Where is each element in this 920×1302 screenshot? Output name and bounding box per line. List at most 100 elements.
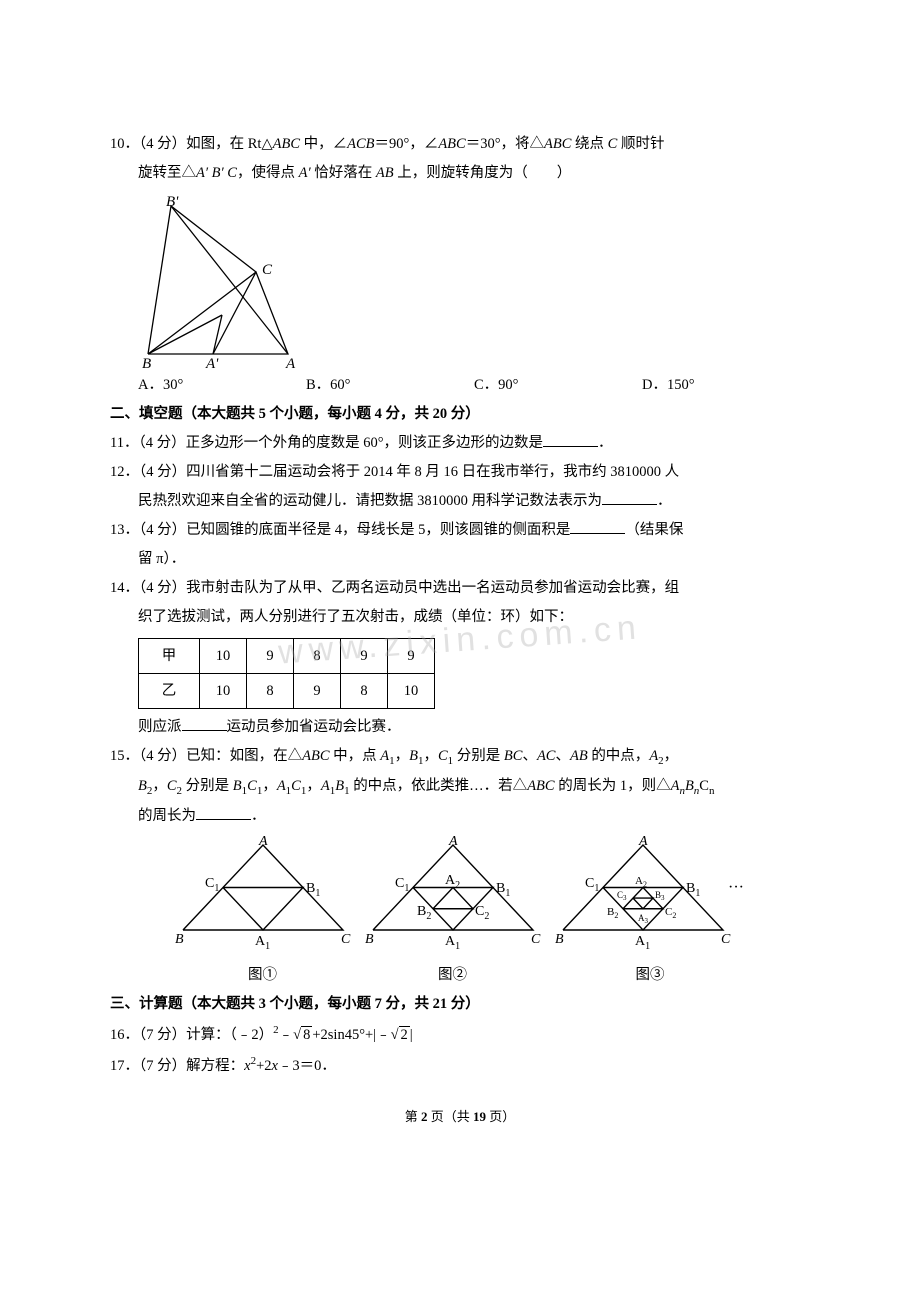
q17: 17．（7 分）解方程：x2+2x﹣3＝0． (110, 1050, 810, 1081)
q14-textd: 运动员参加省运动会比赛． (227, 719, 401, 735)
section3-title: 三、计算题（本大题共 3 个小题，每小题 7 分，共 21 分） (110, 990, 810, 1019)
q14-table: 甲 10 9 8 9 9 乙 10 8 9 8 10 (138, 638, 435, 709)
q15-A1: A (380, 748, 389, 764)
q10-fig-A: A (285, 356, 296, 369)
q16-sqrt8: 8 (301, 1026, 312, 1043)
q15-c1: ， (395, 748, 410, 764)
q12-line1: 12．（4 分）四川省第十二届运动会将于 2014 年 8 月 16 日在我市举… (110, 458, 810, 487)
svg-text:C: C (721, 932, 731, 947)
q16-sqrt2: 2 (399, 1026, 410, 1043)
q13-blank[interactable] (570, 517, 625, 534)
q15-fig1-label: 图① (173, 961, 353, 990)
q16-c: +2sin45°+|﹣ (312, 1027, 390, 1043)
footer-c: 页（共 (427, 1109, 473, 1124)
q15-b: 中，点 (330, 748, 381, 764)
q15-l2d: 的中点，依此类推…．若△ (350, 778, 528, 794)
q15-fig2: A B C C1 B1 A1 A2 B2 C2 (363, 835, 543, 950)
q10-text-c: 绕点 (571, 136, 607, 152)
tbl-r0c4: 9 (341, 639, 388, 674)
q15-Bn: B (685, 778, 694, 794)
tbl-r0c3: 8 (294, 639, 341, 674)
svg-text:C1: C1 (205, 876, 219, 894)
q15-A1C1a: A (277, 778, 286, 794)
q10-text-a: 10．（4 分）如图，在 Rt△ (110, 136, 273, 152)
q12-blank[interactable] (602, 488, 657, 505)
q13-texta: 13．（4 分）已知圆锥的底面半径是 4，母线长是 5，则该圆锥的侧面积是 (110, 522, 570, 538)
svg-text:A: A (448, 835, 458, 849)
q15-C2: C (167, 778, 177, 794)
q14-textc: 则应派 (138, 719, 182, 735)
q15-A1B1a: A (321, 778, 330, 794)
q17-a: 17．（7 分）解方程： (110, 1057, 244, 1073)
q15-fig3: A B C C1 B1 A1 A2 B2 C2 C3 B3 A3 ··· (553, 835, 748, 950)
svg-text:C2: C2 (475, 904, 489, 922)
q15-B1C1a: B (233, 778, 242, 794)
q10-options: A．30° B．60° C．90° D．150° (138, 371, 810, 400)
q15-c2: ， (423, 748, 438, 764)
q10-AB: AB (376, 165, 394, 181)
q13-line2: 留 π）． (138, 545, 810, 574)
svg-text:B2: B2 (607, 906, 618, 920)
svg-text:···: ··· (728, 879, 744, 896)
q11-blank[interactable] (543, 430, 598, 447)
q10-l2a: 旋转至△ (138, 165, 196, 181)
q10-Ap: A′ B′ C (196, 165, 237, 181)
tbl-r0c0: 甲 (139, 639, 200, 674)
q10-stem: 10．（4 分）如图，在 Rt△ABC 中，∠ACB＝90°，∠ABC＝30°，… (110, 130, 810, 159)
q15-ABC: ABC (302, 748, 329, 764)
q11-text: 11．（4 分）正多边形一个外角的度数是 60°，则该正多边形的边数是 (110, 435, 543, 451)
q15-tail: ． (251, 808, 266, 824)
q15-A1B1b: B (335, 778, 344, 794)
svg-text:A1: A1 (255, 934, 270, 950)
q10-fig-C: C (262, 262, 273, 278)
q10-stem-line2: 旋转至△A′ B′ C，使得点 A′ 恰好落在 AB 上，则旋转角度为（ ） (138, 159, 810, 188)
q14-line3: 则应派 运动员参加省运动会比赛． (138, 713, 810, 742)
svg-text:C1: C1 (585, 876, 599, 894)
q10-optC: C．90° (474, 371, 642, 400)
q15-figures: A B C C1 B1 A1 图① A B (110, 835, 810, 990)
q10-optD: D．150° (642, 371, 810, 400)
q10-text-b: 中，∠ (300, 136, 347, 152)
svg-text:B1: B1 (686, 881, 700, 899)
svg-text:C: C (531, 932, 541, 947)
q15-A2s: 2 (658, 755, 664, 767)
q15-AC: AC (537, 748, 556, 764)
q15-c: 分别是 (453, 748, 504, 764)
svg-text:B: B (555, 932, 564, 947)
q15-C1: C (438, 748, 448, 764)
footer-a: 第 (405, 1109, 421, 1124)
section2-title: 二、填空题（本大题共 5 个小题，每小题 4 分，共 20 分） (110, 400, 810, 429)
svg-text:B1: B1 (496, 881, 510, 899)
tbl-r0c1: 10 (200, 639, 247, 674)
q15-a: 15．（4 分）已知：如图，在△ (110, 748, 302, 764)
svg-text:A: A (258, 835, 268, 849)
q15-line3: 的周长为． (138, 802, 810, 831)
svg-text:A1: A1 (635, 934, 650, 950)
svg-text:B: B (365, 932, 374, 947)
q15-ABC2: ABC (527, 778, 554, 794)
q15-A2: A (649, 748, 658, 764)
q10-eq90: ＝90°，∠ (375, 136, 439, 152)
q15-B2: B (138, 778, 147, 794)
tbl-r1c4: 8 (341, 674, 388, 709)
svg-text:B1: B1 (306, 881, 320, 899)
q10-Ap2: A′ (299, 165, 311, 181)
svg-text:C3: C3 (617, 890, 627, 902)
q15-l2c: 分别是 (182, 778, 233, 794)
tbl-r1c0: 乙 (139, 674, 200, 709)
tbl-r0c2: 9 (247, 639, 294, 674)
q17-c: ﹣3＝0． (278, 1057, 336, 1073)
svg-text:A: A (638, 835, 648, 849)
q10-optA: A．30° (138, 371, 306, 400)
footer-e: 页） (486, 1109, 515, 1124)
q15-B1: B (409, 748, 418, 764)
q10-text-d: 顺时针 (617, 136, 664, 152)
footer-d: 19 (473, 1109, 486, 1124)
q15-blank[interactable] (196, 803, 251, 820)
q15-fig2-label: 图② (363, 961, 543, 990)
q14-blank[interactable] (182, 714, 227, 731)
q10-figure: B' C B A' A (138, 194, 318, 369)
q10-eq30: ＝30°，将△ (466, 136, 544, 152)
tbl-r1c2: 8 (247, 674, 294, 709)
q10-ABC: ABC (273, 136, 300, 152)
